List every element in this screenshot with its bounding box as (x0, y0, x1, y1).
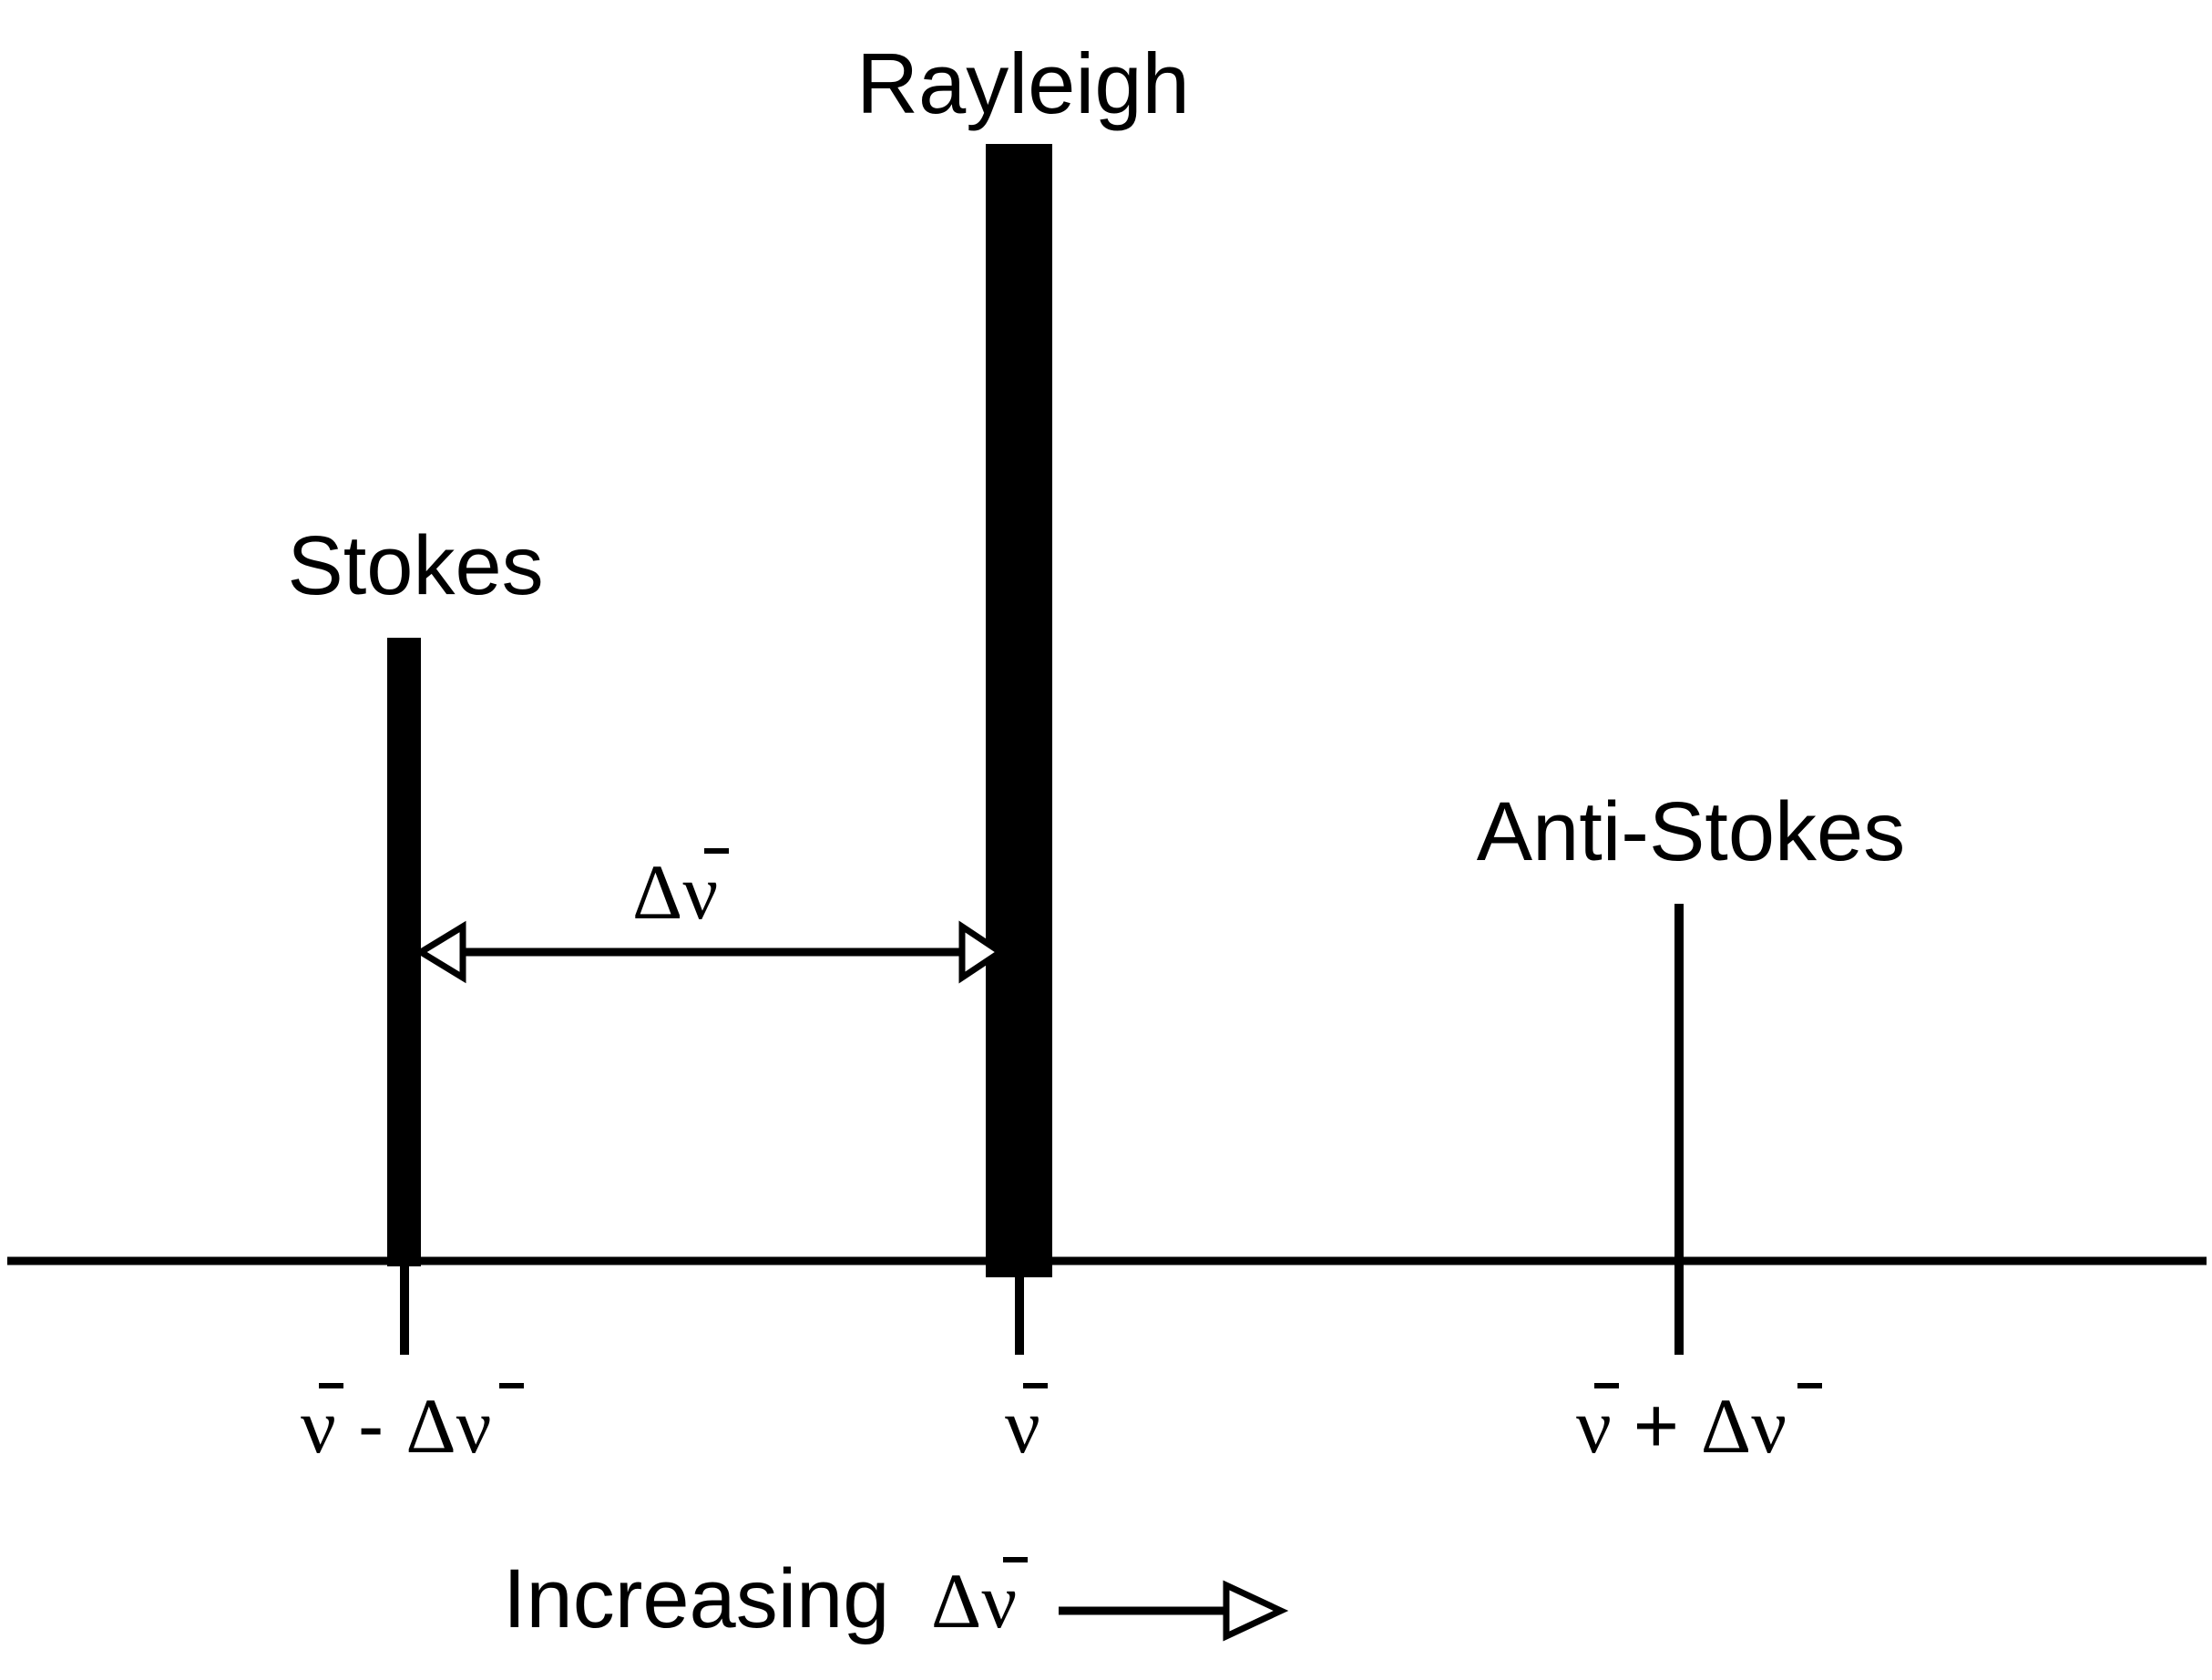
arrow-head-right (958, 920, 1007, 984)
svg-text:ν: ν (1005, 1382, 1040, 1470)
stokes-tick-label: ν - Δν (301, 1382, 524, 1470)
increasing-direction-arrow (1059, 1580, 1289, 1642)
anti-stokes-tick-label: ν + Δν (1576, 1382, 1822, 1470)
anti-stokes-label: Anti-Stokes (1477, 785, 1905, 878)
arrow-head-left (415, 920, 466, 984)
rayleigh-tick-label: ν (1005, 1382, 1048, 1470)
shift-nu: ν (682, 848, 718, 936)
rayleigh-label: Rayleigh (856, 36, 1190, 131)
svg-text:Increasing: Increasing (503, 1552, 889, 1645)
raman-shift-label: Δν (632, 848, 729, 936)
direction-arrow-head (1223, 1580, 1289, 1642)
svg-text:ν + Δν: ν + Δν (1576, 1382, 1787, 1470)
stokes-label: Stokes (287, 519, 543, 612)
svg-text:Δν: Δν (931, 1557, 1017, 1644)
svg-text:Δν: Δν (632, 848, 718, 936)
rayleigh-line (986, 144, 1052, 1277)
shift-delta: Δ (632, 848, 682, 936)
anti-stokes-line (1674, 904, 1684, 1266)
svg-text:ν - Δν: ν - Δν (301, 1382, 492, 1470)
raman-shift-arrow (415, 920, 1007, 984)
increasing-shift-label: Increasing Δν (503, 1552, 1028, 1645)
